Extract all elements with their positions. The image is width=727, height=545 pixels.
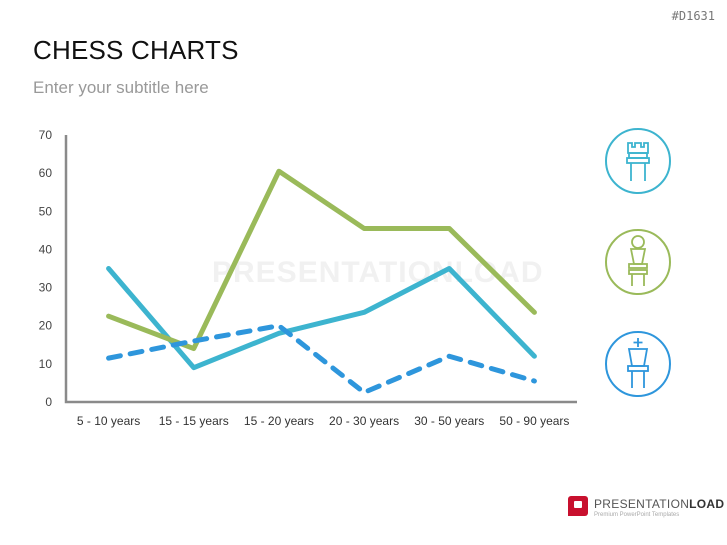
chart-axes bbox=[64, 135, 577, 404]
y-tick-label: 40 bbox=[39, 242, 53, 256]
x-tick-label: 15 - 20 years bbox=[244, 414, 314, 428]
x-tick-label: 5 - 10 years bbox=[77, 414, 140, 428]
y-tick-label: 0 bbox=[45, 395, 52, 409]
slide-title: CHESS CHARTS bbox=[33, 35, 239, 65]
king-icon bbox=[605, 331, 671, 397]
y-tick-label: 60 bbox=[39, 166, 53, 180]
y-tick-label: 20 bbox=[39, 319, 53, 333]
x-tick-label: 15 - 15 years bbox=[159, 414, 229, 428]
y-tick-label: 10 bbox=[39, 357, 53, 371]
logo-mark-icon bbox=[568, 496, 588, 516]
logo-name: PRESENTATIONLOAD bbox=[594, 497, 725, 511]
presentationload-logo: PRESENTATIONLOAD Premium PowerPoint Temp… bbox=[568, 496, 724, 522]
pawn-icon bbox=[605, 229, 671, 295]
x-tick-label: 30 - 50 years bbox=[414, 414, 484, 428]
slide-subtitle: Enter your subtitle here bbox=[33, 78, 209, 97]
x-tick-label: 20 - 30 years bbox=[329, 414, 399, 428]
y-tick-label: 30 bbox=[39, 281, 53, 295]
rook-icon bbox=[605, 128, 671, 194]
y-tick-label: 50 bbox=[39, 204, 53, 218]
y-tick-label: 70 bbox=[39, 128, 53, 142]
series-line-king bbox=[106, 323, 537, 395]
series-line-rook bbox=[106, 266, 537, 371]
slide-code: #D1631 bbox=[671, 9, 715, 23]
logo-tagline: Premium PowerPoint Templates bbox=[594, 512, 680, 518]
watermark: PRESENTATIONLOAD bbox=[212, 256, 544, 289]
x-tick-label: 50 - 90 years bbox=[499, 414, 569, 428]
